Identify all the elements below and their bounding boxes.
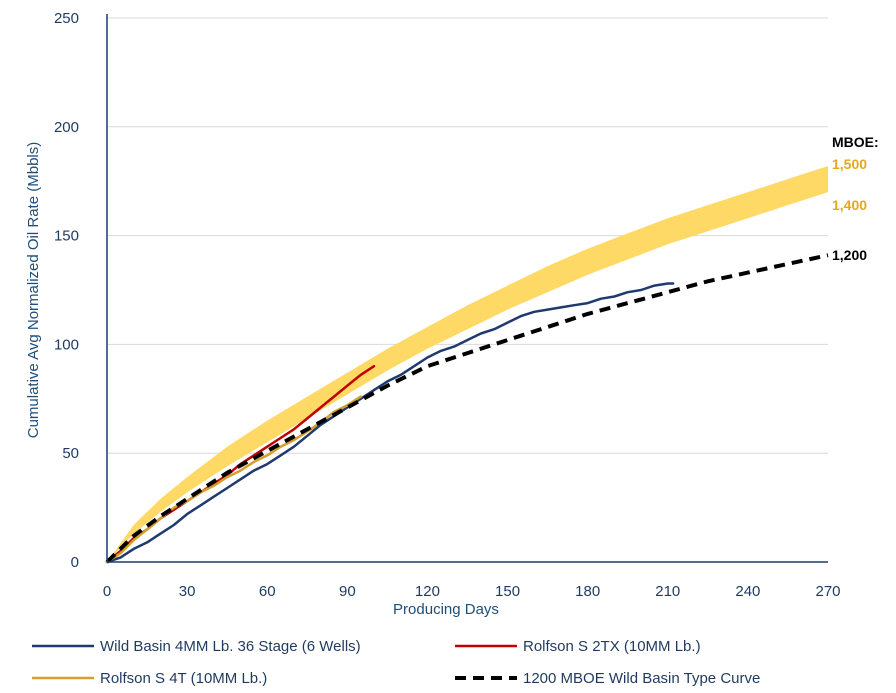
x-axis-title: Producing Days — [393, 601, 499, 618]
legend-label-1: Rolfson S 2TX (10MM Lb.) — [523, 638, 701, 655]
mboe-band-area — [107, 166, 828, 562]
y-tick-label-250: 250 — [54, 10, 79, 27]
x-tick-label-150: 150 — [495, 583, 520, 600]
x-tick-label-90: 90 — [339, 583, 356, 600]
x-tick-label-180: 180 — [575, 583, 600, 600]
x-tick-label-270: 270 — [815, 583, 840, 600]
x-tick-label-210: 210 — [655, 583, 680, 600]
annotation-label-3: 1,200 — [832, 247, 867, 263]
x-tick-label-240: 240 — [735, 583, 760, 600]
y-tick-label-100: 100 — [54, 336, 79, 353]
annotation-label-1: 1,500 — [832, 156, 867, 172]
series-line-3 — [105, 253, 829, 564]
x-tick-label-60: 60 — [259, 583, 276, 600]
legend: Wild Basin 4MM Lb. 36 Stage (6 Wells) Rol… — [32, 638, 760, 687]
gridlines — [107, 17, 828, 454]
legend-label-2: Rolfson S 4T (10MM Lb.) — [100, 670, 267, 687]
y-tick-label-0: 0 — [71, 554, 79, 571]
annotation-label-2: 1,400 — [832, 197, 867, 213]
y-axis-title: Cumulative Avg Normalized Oil Rate (Mbbl… — [25, 142, 42, 439]
legend-label-3: 1200 MBOE Wild Basin Type Curve — [523, 670, 760, 687]
tick-labels: 0 30 60 90 120 150 180 210 240 270 0 50 100 150 200 250 — [54, 10, 841, 600]
annotations: MBOE: 1,500 1,400 1,200 — [832, 134, 879, 263]
x-tick-label-30: 30 — [179, 583, 196, 600]
series-lines — [105, 253, 829, 564]
y-tick-label-150: 150 — [54, 228, 79, 245]
legend-label-0: Wild Basin 4MM Lb. 36 Stage (6 Wells) — [100, 638, 361, 655]
axes — [106, 14, 828, 563]
y-tick-label-200: 200 — [54, 119, 79, 136]
mboe-band — [107, 166, 828, 562]
x-tick-label-120: 120 — [415, 583, 440, 600]
series-line-0 — [105, 282, 675, 564]
y-tick-label-50: 50 — [62, 445, 79, 462]
x-tick-label-0: 0 — [103, 583, 111, 600]
annotation-label-0: MBOE: — [832, 134, 879, 150]
